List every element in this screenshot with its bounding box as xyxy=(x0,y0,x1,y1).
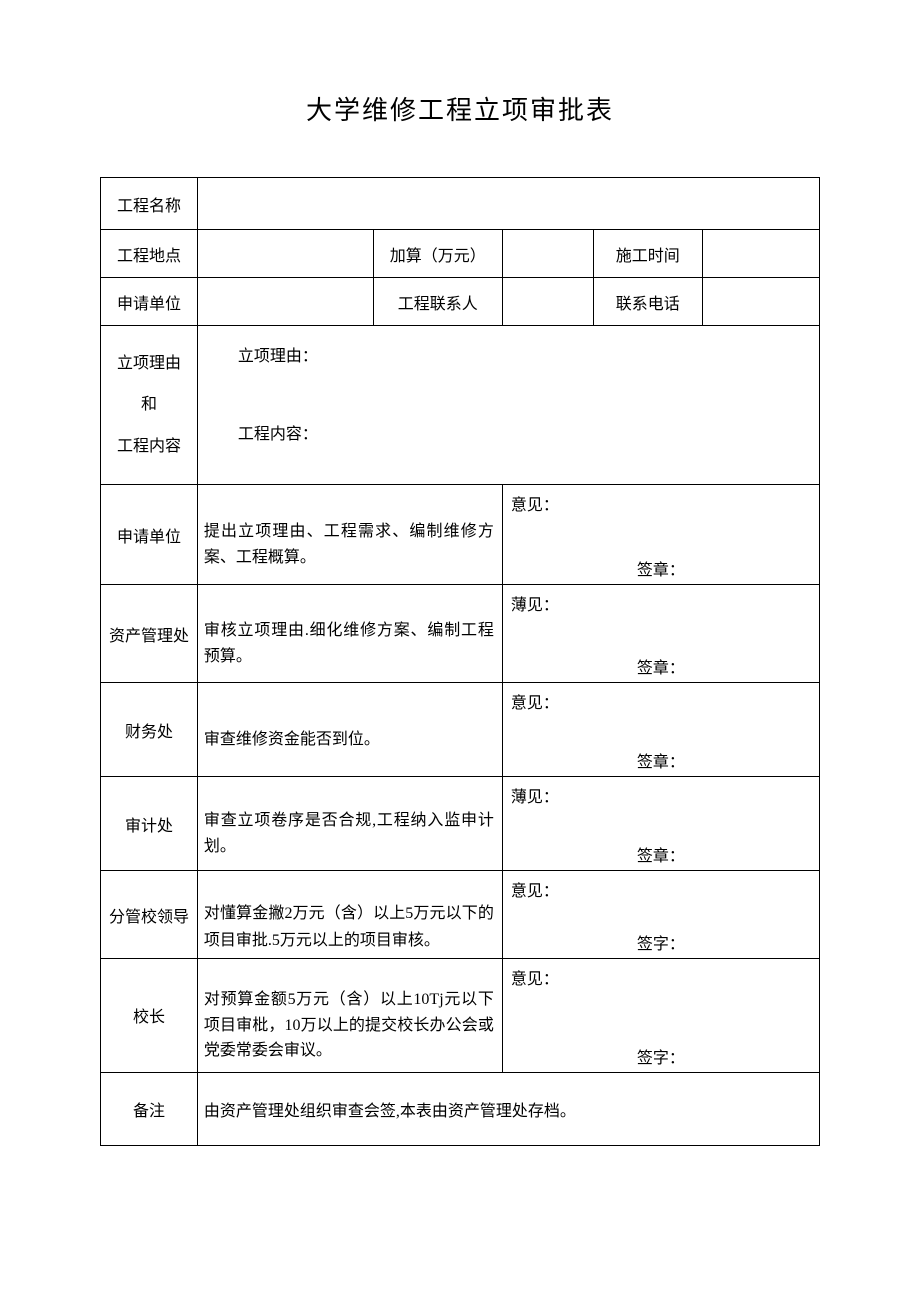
contact-phone-label: 联系电话 xyxy=(593,278,702,326)
construction-time-value xyxy=(702,230,819,278)
approval-unit-label-2: 财务处 xyxy=(101,683,198,777)
reason-label-line1: 立项理由 xyxy=(101,343,197,385)
sign-label-0: 签章： xyxy=(503,556,819,580)
approval-opinion-4: 意见： 签字： xyxy=(502,871,819,959)
content-sublabel: 工程内容： xyxy=(210,404,807,484)
opinion-label-0: 意见： xyxy=(511,491,559,515)
reason-sublabel: 立项理由： xyxy=(210,326,807,404)
opinion-label-2: 意见： xyxy=(511,689,559,713)
reason-label: 立项理由 和 工程内容 xyxy=(101,326,198,485)
applicant-unit-label: 申请单位 xyxy=(101,278,198,326)
opinion-label-3: 薄见： xyxy=(511,783,559,807)
contact-person-value xyxy=(502,278,593,326)
approval-unit-label-5: 校长 xyxy=(101,959,198,1073)
project-name-label: 工程名称 xyxy=(101,178,198,230)
note-label: 备注 xyxy=(101,1072,198,1145)
budget-value xyxy=(502,230,593,278)
budget-label: 加算（万元） xyxy=(373,230,502,278)
approval-desc-4: 对懂算金撇2万元（含）以上5万元以下的项目审批.5万元以上的项目审核。 xyxy=(197,871,502,959)
sign-label-1: 签章： xyxy=(503,654,819,678)
approval-opinion-3: 薄见： 签章： xyxy=(502,777,819,871)
approval-desc-2: 审查维修资金能否到位。 xyxy=(197,683,502,777)
form-title: 大学维修工程立项审批表 xyxy=(100,90,820,127)
reason-label-line2: 和 xyxy=(101,384,197,426)
project-name-value xyxy=(197,178,819,230)
approval-opinion-1: 薄见： 签章： xyxy=(502,585,819,683)
sign-label-2: 签章： xyxy=(503,748,819,772)
approval-opinion-0: 意见： 签章： xyxy=(502,485,819,585)
approval-unit-label-4: 分管校领导 xyxy=(101,871,198,959)
approval-opinion-5: 意见： 签字： xyxy=(502,959,819,1073)
approval-unit-label-0: 申请单位 xyxy=(101,485,198,585)
sign-label-3: 签章： xyxy=(503,842,819,866)
contact-person-label: 工程联系人 xyxy=(373,278,502,326)
approval-table: 工程名称 工程地点 加算（万元） 施工时间 申请单位 工程联系人 联系电话 立项… xyxy=(100,177,820,1146)
applicant-unit-value xyxy=(197,278,373,326)
approval-desc-0: 提出立项理由、工程需求、编制维修方案、工程概算。 xyxy=(197,485,502,585)
construction-time-label: 施工时间 xyxy=(593,230,702,278)
note-text: 由资产管理处组织审查会签,本表由资产管理处存档。 xyxy=(197,1072,819,1145)
approval-opinion-2: 意见： 签章： xyxy=(502,683,819,777)
approval-desc-1: 审核立项理由.细化维修方案、编制工程预算。 xyxy=(197,585,502,683)
reason-label-line3: 工程内容 xyxy=(101,426,197,468)
project-location-value xyxy=(197,230,373,278)
approval-desc-3: 审查立项卷序是否合规,工程纳入监申计划。 xyxy=(197,777,502,871)
reason-content-cell: 立项理由： 工程内容： xyxy=(197,326,819,485)
approval-desc-5: 对预算金额5万元（含）以上10Tj元以下项目审枇，10万以上的提交校长办公会或党… xyxy=(197,959,502,1073)
opinion-label-5: 意见： xyxy=(511,965,559,989)
contact-phone-value xyxy=(702,278,819,326)
sign-label-4: 签字： xyxy=(503,930,819,954)
opinion-label-4: 意见： xyxy=(511,877,559,901)
project-location-label: 工程地点 xyxy=(101,230,198,278)
approval-unit-label-1: 资产管理处 xyxy=(101,585,198,683)
approval-unit-label-3: 审计处 xyxy=(101,777,198,871)
opinion-label-1: 薄见： xyxy=(511,591,559,615)
sign-label-5: 签字： xyxy=(503,1044,819,1068)
